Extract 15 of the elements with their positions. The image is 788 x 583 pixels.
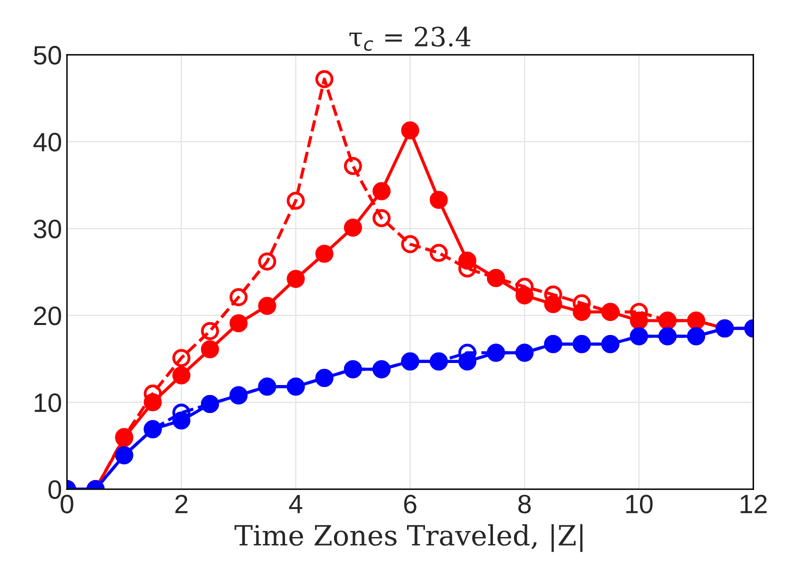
x-tick-label: 6 [404, 494, 416, 514]
x-tick-label: 8 [518, 494, 531, 514]
y-tick-label: 0 [48, 480, 62, 499]
x-tick-label: 0 [60, 494, 74, 514]
y-tick-label: 20 [34, 306, 62, 326]
y-tick-label: 10 [34, 393, 62, 412]
x-tick-label: 10 [626, 494, 653, 514]
chart-title: τ$_{c}$ = 23.4 [349, 26, 470, 51]
y-tick-label: 30 [34, 220, 62, 238]
x-tick-label: 2 [175, 494, 188, 514]
x-tick-label: 4 [289, 494, 302, 514]
x-tick-label: 12 [740, 494, 767, 514]
y-tick-label: 50 [34, 46, 62, 65]
y-tick-label: 40 [33, 132, 62, 152]
x-axis-title: Time Zones Traveled, |Z| [234, 524, 582, 552]
